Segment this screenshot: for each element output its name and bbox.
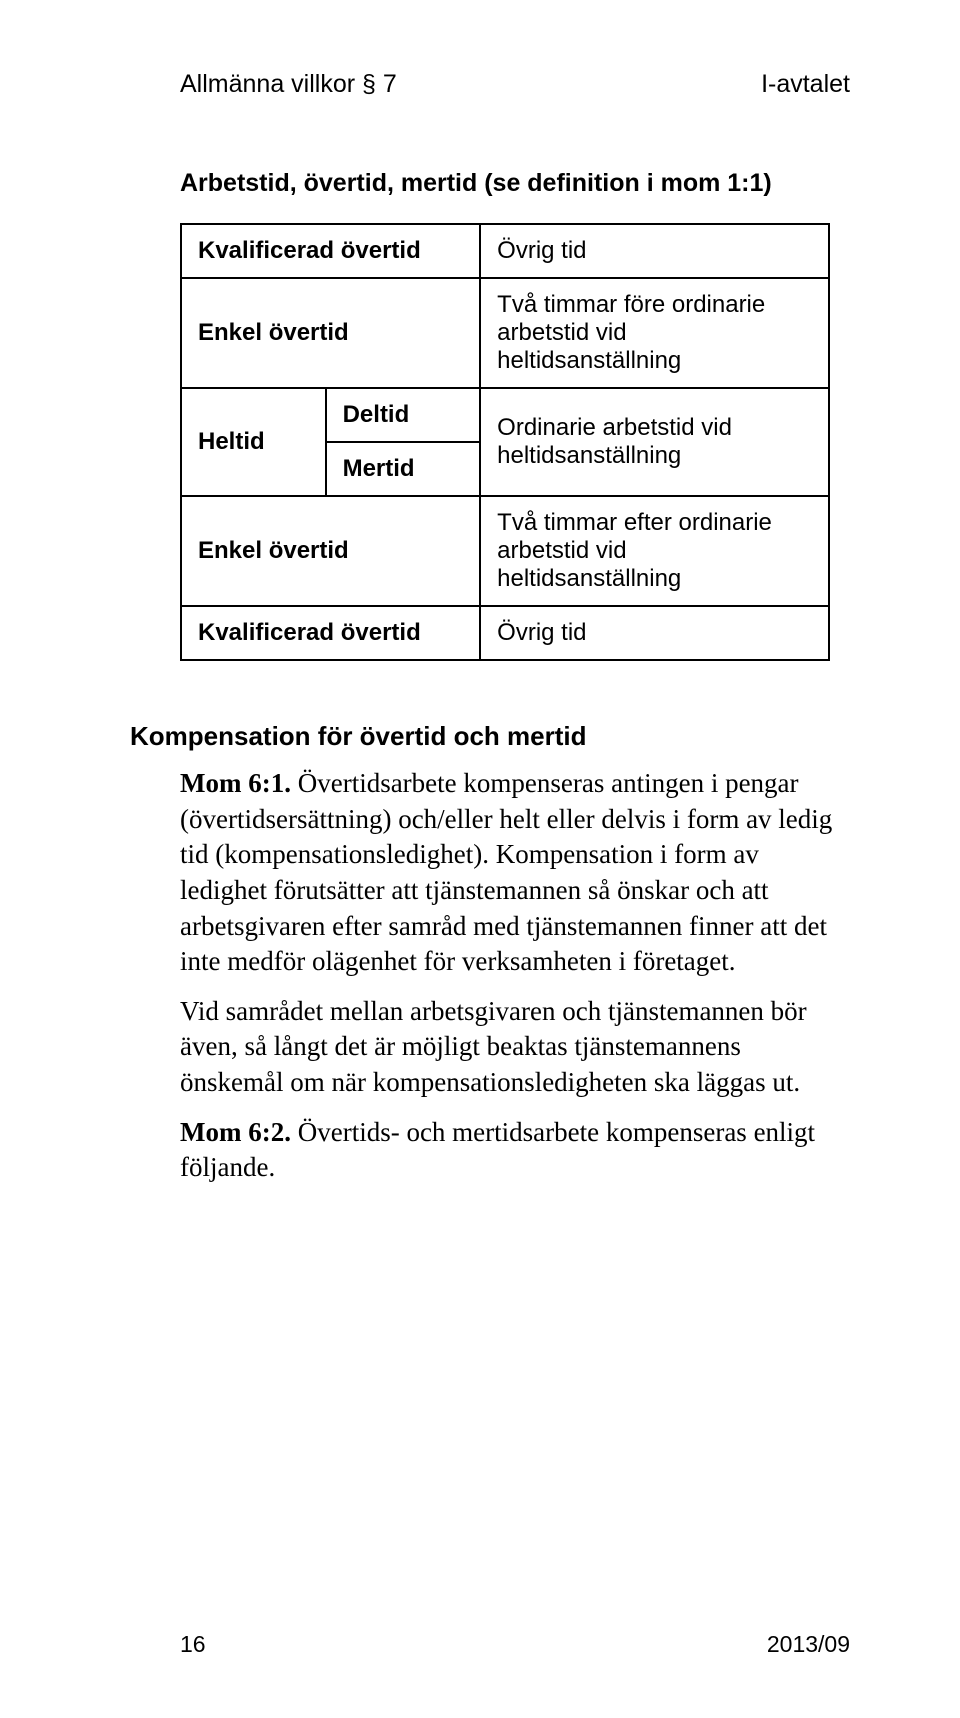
cell-heltid: Heltid	[181, 388, 326, 496]
cell-tva-fore: Två timmar före ordinarie arbetstid vid …	[480, 278, 829, 388]
mom61-label: Mom 6:1.	[180, 768, 291, 798]
cell-enkel-2: Enkel övertid	[181, 496, 480, 606]
footer-page-number: 16	[180, 1631, 206, 1658]
page-container: Allmänna villkor § 7 I-avtalet Arbetstid…	[0, 0, 960, 1718]
header-right: I-avtalet	[761, 70, 850, 99]
page-footer: 16 2013/09	[180, 1631, 850, 1658]
cell-mertid: Mertid	[326, 442, 481, 496]
section-title: Arbetstid, övertid, mertid (se definitio…	[180, 169, 850, 198]
table-row: Kvalificerad övertid Övrig tid	[181, 606, 829, 660]
cell-ordinarie: Ordinarie arbetstid vid heltidsanställni…	[480, 388, 829, 496]
mom61-text: Övertidsarbete kompenseras antingen i pe…	[180, 768, 832, 976]
header-left: Allmänna villkor § 7	[180, 70, 397, 99]
page-header: Allmänna villkor § 7 I-avtalet	[180, 70, 850, 99]
mom62-label: Mom 6:2.	[180, 1117, 291, 1147]
table-row: Enkel övertid Två timmar före ordinarie …	[181, 278, 829, 388]
cell-kvalificerad-2: Kvalificerad övertid	[181, 606, 480, 660]
cell-kvalificerad-1: Kvalificerad övertid	[181, 224, 480, 278]
table-row: Kvalificerad övertid Övrig tid	[181, 224, 829, 278]
paragraph-mom61: Mom 6:1. Övertidsarbete kompenseras anti…	[180, 766, 850, 980]
cell-enkel-1: Enkel övertid	[181, 278, 480, 388]
paragraph-mom62: Mom 6:2. Övertids- och mertidsarbete kom…	[180, 1115, 850, 1186]
cell-ovrig-2: Övrig tid	[480, 606, 829, 660]
table-row: Heltid Deltid Ordinarie arbetstid vid he…	[181, 388, 829, 442]
table-row: Enkel övertid Två timmar efter ordinarie…	[181, 496, 829, 606]
cell-tva-efter: Två timmar efter ordinarie arbetstid vid…	[480, 496, 829, 606]
paragraph-samrad: Vid samrådet mellan arbetsgivaren och tj…	[180, 994, 850, 1101]
cell-deltid: Deltid	[326, 388, 481, 442]
overtime-table: Kvalificerad övertid Övrig tid Enkel öve…	[180, 223, 830, 661]
subheading-kompensation: Kompensation för övertid och mertid	[130, 721, 850, 752]
cell-ovrig-1: Övrig tid	[480, 224, 829, 278]
footer-date: 2013/09	[767, 1631, 850, 1658]
